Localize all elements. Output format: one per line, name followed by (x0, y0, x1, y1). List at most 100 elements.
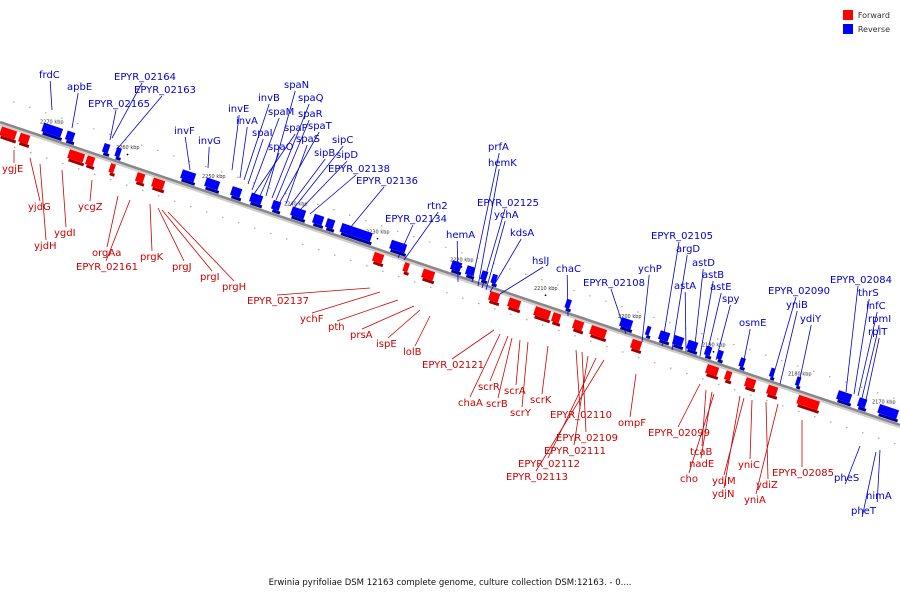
reverse-gene-leader (779, 310, 798, 385)
reverse-gene-leader (741, 328, 751, 371)
reverse-gene-label: pheS (834, 473, 859, 484)
forward-gene-leader (451, 329, 495, 360)
axis-shadow (0, 122, 900, 429)
track-dot (109, 133, 111, 136)
reverse-gene-block (449, 260, 463, 276)
tick-label: 2250 kbp (202, 174, 226, 180)
forward-gene-label: ycgZ (78, 202, 103, 213)
forward-gene-leader (700, 391, 713, 459)
reverse-gene-label: hslJ (532, 256, 549, 267)
forward-gene-block (533, 306, 552, 324)
reverse-gene-label: spaQ (298, 93, 324, 104)
forward-gene-block (402, 262, 410, 276)
reverse-gene-label: EPYR_02084 (830, 275, 892, 286)
forward-gene-leader (547, 357, 597, 459)
track-dot (733, 343, 735, 346)
forward-gene-leader (276, 287, 371, 296)
reverse-gene-label: astB (702, 270, 724, 281)
reverse-gene-leader (845, 285, 859, 393)
reverse-gene-leader (857, 311, 878, 397)
reverse-gene-label: EPYR_02163 (134, 85, 196, 96)
track-dot (653, 316, 655, 319)
reverse-gene-leader (289, 158, 326, 207)
track-dot (877, 392, 879, 394)
reverse-gene-label: infC (866, 301, 886, 312)
track-dot (478, 302, 480, 305)
reverse-gene-label: EPYR_02090 (768, 286, 830, 297)
forward-gene-label: ompF (618, 418, 646, 429)
track-dot (462, 297, 464, 299)
forward-gene-label: tcaB (690, 447, 713, 458)
forward-gene-block (629, 338, 643, 354)
track-dot (45, 112, 47, 114)
track-dot (78, 168, 80, 170)
track-dot (525, 273, 527, 276)
reverse-gene-block (41, 122, 64, 141)
reverse-gene-label: spaP (284, 123, 308, 134)
forward-gene-leader (336, 299, 399, 322)
forward-gene-label: prgK (140, 252, 164, 263)
reverse-gene-leader (485, 220, 506, 291)
track-dot (509, 268, 511, 270)
track-dot (846, 426, 848, 429)
track-dot (749, 349, 751, 351)
track-dot (878, 437, 880, 439)
reverse-gene-block (389, 239, 408, 257)
track-dot (429, 241, 431, 243)
tick-label: 2190 kbp (702, 342, 726, 348)
reverse-gene-label: hemA (446, 230, 475, 241)
forward-gene-label: chaA (458, 398, 483, 409)
reverse-gene-block (114, 147, 122, 161)
reverse-gene-block (180, 169, 197, 186)
forward-gene-leader (161, 209, 213, 272)
track-dot (845, 381, 847, 383)
forward-gene-leader (541, 345, 549, 395)
track-dot (558, 329, 560, 332)
reverse-gene-label: EPYR_02125 (477, 198, 539, 209)
forward-gene-leader (361, 305, 415, 330)
track-dot (349, 214, 351, 216)
reverse-gene-label: chaC (556, 264, 581, 275)
track-dot (669, 322, 671, 324)
reverse-gene-leader (771, 296, 797, 381)
track-dot (830, 421, 832, 423)
forward-gene-label: ychF (300, 314, 324, 325)
reverse-gene-block (270, 199, 282, 215)
legend: Forward Reverse (842, 8, 890, 36)
reverse-gene-leader (349, 186, 385, 229)
track-dot (189, 160, 191, 162)
reverse-gene-block (644, 325, 652, 340)
forward-gene-leader (157, 207, 185, 262)
tick-label: 2180 kbp (788, 371, 812, 377)
reverse-gene-leader (184, 136, 191, 171)
forward-gene-block (84, 155, 96, 170)
reverse-gene-leader (49, 80, 53, 111)
track-dot (782, 405, 784, 407)
track-dot (382, 270, 384, 272)
forward-gene-block (371, 251, 385, 268)
forward-gene-label: EPYR_02111 (544, 446, 606, 457)
track-dot (638, 356, 640, 359)
forward-gene-label: scrK (530, 395, 552, 406)
track-dot (798, 410, 800, 413)
forward-gene-label: EPYR_02161 (76, 262, 138, 273)
forward-gene-leader (677, 383, 701, 428)
track-dot (461, 252, 463, 254)
reverse-gene-label: astA (674, 281, 696, 292)
reverse-gene-label: invE (228, 104, 249, 115)
reverse-gene-leader (477, 168, 500, 287)
reverse-gene-label: thrS (858, 288, 879, 299)
forward-gene-block (134, 172, 146, 187)
track-dot (190, 205, 192, 208)
forward-gene-block (0, 126, 18, 144)
track-dot (61, 117, 63, 119)
track-dot (94, 173, 96, 175)
forward-gene-block (743, 377, 757, 393)
track-dot (573, 289, 575, 292)
forward-gene-leader (497, 337, 513, 399)
forward-gene-leader (414, 315, 431, 347)
forward-gene-label: scrY (510, 408, 532, 419)
forward-gene-leader (39, 163, 47, 241)
reverse-gene-label: rtn2 (427, 201, 448, 212)
track-dot (174, 200, 176, 202)
